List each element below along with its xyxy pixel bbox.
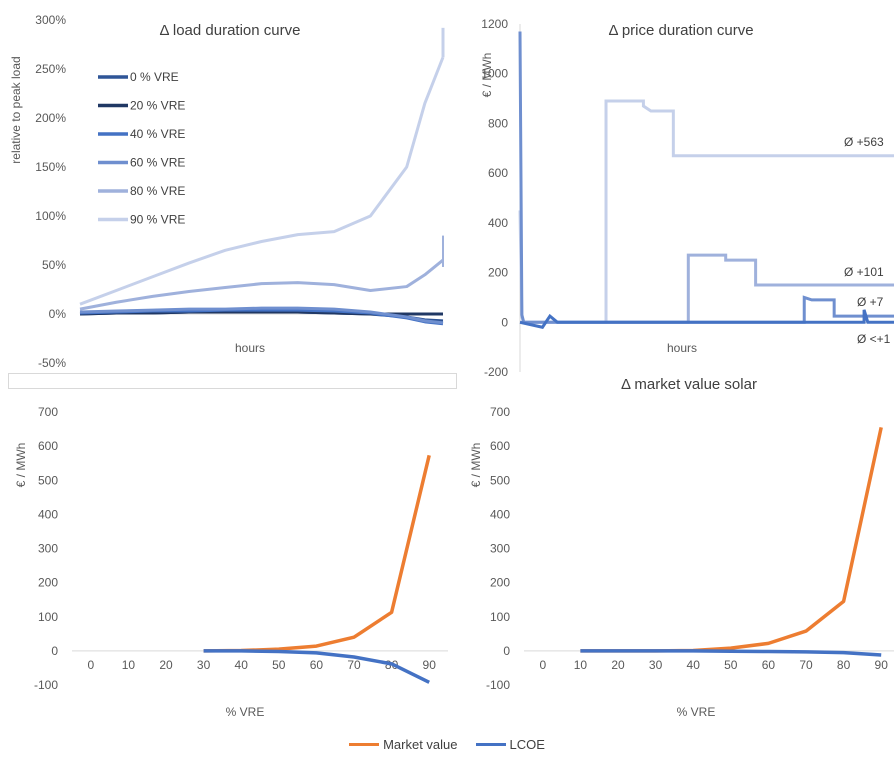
wind-y-axis-label: € / MWh	[14, 443, 28, 488]
solar-y-tick-label: 500	[490, 473, 510, 487]
market-value-legend: Market value LCOE	[0, 732, 894, 756]
legend-item-market-value: Market value	[349, 736, 458, 752]
solar-y-tick-label: 100	[490, 610, 510, 624]
load-y-tick-label: 250%	[35, 62, 66, 76]
load-series-60-vre	[79, 306, 444, 325]
price-y-tick-label: 1200	[481, 17, 508, 31]
price-annotation-80: Ø +101	[844, 265, 884, 279]
price-y-axis-label: € / MWh	[480, 53, 494, 98]
load-y-tick-label: 150%	[35, 160, 66, 174]
load-y-tick-label: 50%	[42, 258, 66, 272]
price-annotation-40: Ø <+1	[857, 332, 891, 346]
load-legend-label-90-vre: 90 % VRE	[130, 213, 185, 227]
load-series-90-vre	[79, 56, 445, 306]
solar-series-market-value	[580, 426, 883, 653]
wind-x-tick-label: 20	[159, 658, 173, 672]
price-annotation-60: Ø +7	[857, 295, 884, 309]
load-y-tick-label: -50%	[38, 356, 66, 370]
wind-x-tick-label: 10	[122, 658, 136, 672]
load-legend-label-60-vre: 60 % VRE	[130, 156, 185, 170]
market-value-swatch	[349, 742, 380, 746]
wind-y-tick-label: 300	[38, 542, 58, 556]
solar-y-tick-label: -100	[486, 678, 510, 692]
load-legend-label-40-vre: 40 % VRE	[130, 127, 185, 141]
wind-x-tick-label: 70	[347, 658, 361, 672]
load-y-tick-label: 300%	[35, 13, 66, 27]
price-y-tick-label: 800	[488, 116, 508, 130]
solar-x-tick-label: 50	[724, 658, 738, 672]
legend-item-lcoe: LCOE	[475, 736, 545, 752]
solar-x-tick-label: 40	[687, 658, 701, 672]
load-legend-label-80-vre: 80 % VRE	[130, 184, 185, 198]
solar-y-tick-label: 400	[490, 507, 510, 521]
load-y-axis-label: relative to peak load	[9, 56, 23, 163]
price-y-tick-label: 0	[501, 315, 508, 329]
load-y-tick-label: 0%	[49, 307, 67, 321]
solar-y-tick-label: 600	[490, 439, 510, 453]
wind-y-tick-label: 0	[51, 644, 58, 658]
load-y-tick-label: 200%	[35, 111, 66, 125]
load-legend-label-0-vre: 0 % VRE	[130, 70, 179, 84]
load-x-axis-label: hours	[235, 341, 265, 355]
wind-y-tick-label: 100	[38, 610, 58, 624]
price-y-tick-label: 200	[488, 266, 508, 280]
price-annotation-90: Ø +563	[844, 135, 884, 149]
price-series-80-vre	[520, 253, 894, 324]
wind-y-tick-label: 600	[38, 439, 58, 453]
wind-x-axis-label: % VRE	[226, 705, 265, 719]
price-series-60-vre	[518, 31, 894, 324]
wind-y-tick-label: 400	[38, 507, 58, 521]
solar-y-axis-label: € / MWh	[469, 443, 483, 488]
lcoe-swatch	[475, 742, 506, 746]
load-legend-label-20-vre: 20 % VRE	[130, 99, 185, 113]
legend-label-market-value: Market value	[383, 736, 458, 752]
price-y-tick-label: 400	[488, 216, 508, 230]
wind-x-tick-label: 0	[87, 658, 94, 672]
wind-series-market-value	[203, 454, 431, 653]
price-chart-title: Δ price duration curve	[608, 22, 753, 39]
legend-label-lcoe: LCOE	[509, 736, 545, 752]
solar-y-tick-label: 0	[503, 644, 510, 658]
solar-y-tick-label: 200	[490, 576, 510, 590]
solar-x-tick-label: 90	[875, 658, 889, 672]
wind-x-tick-label: 60	[310, 658, 324, 672]
price-duration-panel: Δ price duration curve € / MWh hours 120…	[480, 17, 894, 379]
load-series-80-vre	[79, 258, 444, 311]
solar-y-tick-label: 300	[490, 542, 510, 556]
price-series-90-vre	[518, 99, 894, 324]
wind-series-lcoe	[203, 649, 430, 684]
solar-x-axis-label: % VRE	[677, 705, 716, 719]
solar-x-tick-label: 80	[837, 658, 851, 672]
wind-y-tick-label: 500	[38, 473, 58, 487]
load-chart-title: Δ load duration curve	[160, 22, 301, 39]
price-series-40-vre	[519, 309, 894, 329]
solar-x-tick-label: 60	[762, 658, 776, 672]
price-y-tick-label: -200	[484, 365, 508, 379]
wind-x-tick-label: 50	[272, 658, 286, 672]
solar-y-tick-label: 700	[490, 405, 510, 419]
wind-x-tick-label: 40	[235, 658, 249, 672]
solar-chart-title: Δ market value solar	[621, 376, 757, 393]
wind-y-tick-label: 200	[38, 576, 58, 590]
panel-divider	[8, 373, 457, 389]
solar-x-tick-label: 30	[649, 658, 663, 672]
solar-series-lcoe	[580, 649, 882, 657]
price-y-tick-label: 1000	[481, 67, 508, 81]
price-x-axis-label: hours	[667, 341, 697, 355]
load-series-20-vre	[79, 310, 443, 316]
market-value-wind-panel: Δ market value wind € / MWh % VRE 700600…	[14, 376, 448, 719]
load-duration-panel: Δ load duration curve relative to peak l…	[9, 13, 445, 370]
price-y-tick-label: 600	[488, 166, 508, 180]
solar-x-tick-label: 0	[539, 658, 546, 672]
wind-y-tick-label: 700	[38, 405, 58, 419]
solar-x-tick-label: 20	[611, 658, 625, 672]
solar-x-tick-label: 70	[799, 658, 813, 672]
solar-x-tick-label: 10	[574, 658, 588, 672]
wind-x-tick-label: 90	[423, 658, 437, 672]
market-value-solar-panel: Δ market value solar € / MWh % VRE 70060…	[469, 376, 894, 719]
load-y-tick-label: 100%	[35, 209, 66, 223]
wind-y-tick-label: -100	[34, 678, 58, 692]
wind-x-tick-label: 30	[197, 658, 211, 672]
